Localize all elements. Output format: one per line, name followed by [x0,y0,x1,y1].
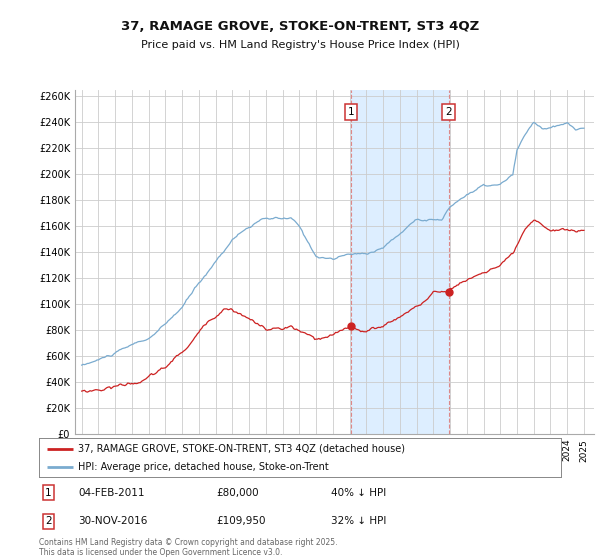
Text: Price paid vs. HM Land Registry's House Price Index (HPI): Price paid vs. HM Land Registry's House … [140,40,460,50]
Text: HPI: Average price, detached house, Stoke-on-Trent: HPI: Average price, detached house, Stok… [78,461,329,472]
Text: 32% ↓ HPI: 32% ↓ HPI [331,516,386,526]
Text: £80,000: £80,000 [217,488,259,498]
Text: 37, RAMAGE GROVE, STOKE-ON-TRENT, ST3 4QZ (detached house): 37, RAMAGE GROVE, STOKE-ON-TRENT, ST3 4Q… [78,444,405,454]
Text: Contains HM Land Registry data © Crown copyright and database right 2025.
This d: Contains HM Land Registry data © Crown c… [39,538,337,557]
Text: 2: 2 [445,107,452,116]
Text: 2: 2 [45,516,52,526]
Text: 04-FEB-2011: 04-FEB-2011 [78,488,145,498]
Text: 30-NOV-2016: 30-NOV-2016 [78,516,148,526]
Text: 37, RAMAGE GROVE, STOKE-ON-TRENT, ST3 4QZ: 37, RAMAGE GROVE, STOKE-ON-TRENT, ST3 4Q… [121,20,479,32]
Text: 1: 1 [347,107,354,116]
Text: £109,950: £109,950 [217,516,266,526]
Text: 40% ↓ HPI: 40% ↓ HPI [331,488,386,498]
Text: 1: 1 [45,488,52,498]
Bar [351,90,449,434]
